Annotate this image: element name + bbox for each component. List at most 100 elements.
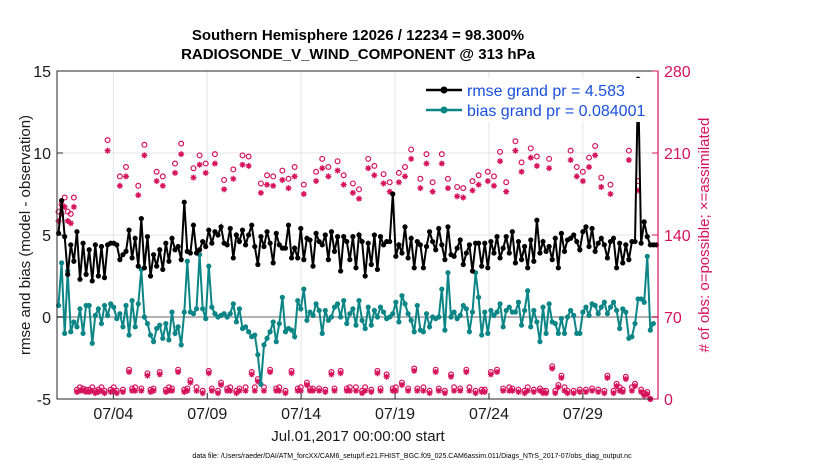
bias-point: [288, 327, 295, 333]
obs-possible-point: [279, 167, 286, 174]
rmse-point: [322, 232, 328, 238]
obs-assimilated-point: [420, 387, 427, 394]
bias-point: [546, 301, 552, 307]
obs-assimilated-point: [536, 387, 543, 394]
rmse-point: [430, 238, 436, 245]
rmse-point: [261, 243, 267, 250]
rmse-point: [561, 248, 568, 254]
rmse-point: [454, 245, 460, 251]
bias-point: [583, 304, 589, 310]
obs-possible-point: [67, 210, 74, 217]
bias-point: [426, 324, 433, 330]
obs-assimilated-point: [141, 152, 148, 159]
rmse-point: [433, 247, 439, 253]
obs-assimilated-point: [368, 388, 375, 395]
rmse-point: [331, 248, 338, 254]
bias-point: [132, 324, 138, 330]
bias-point: [515, 299, 522, 305]
obs-possible-point: [230, 166, 237, 173]
rmse-point: [528, 237, 534, 243]
rmse-point: [390, 191, 396, 197]
bias-point: [350, 306, 356, 312]
obs-assimilated-point: [334, 167, 341, 174]
obs-assimilated-point: [73, 388, 80, 395]
bias-point: [491, 312, 497, 318]
obs-assimilated-point: [463, 369, 470, 376]
bias-point: [282, 329, 289, 335]
bias-point: [120, 324, 126, 330]
obs-assimilated-point: [356, 195, 363, 202]
bias-point: [390, 311, 396, 317]
rmse-point: [252, 243, 258, 250]
obs-possible-point: [257, 180, 264, 187]
bias-point: [451, 309, 457, 315]
obs-possible-point: [423, 151, 430, 158]
obs-assimilated-point: [500, 387, 507, 394]
y-tick-label-left: 5: [42, 228, 51, 245]
obs-assimilated-point: [264, 181, 271, 188]
obs-possible-point: [349, 180, 356, 187]
bias-point: [160, 335, 166, 341]
obs-possible-point: [429, 179, 436, 186]
rmse-point: [144, 234, 151, 240]
y-tick-label-right: 70: [664, 310, 682, 327]
rmse-point: [518, 257, 525, 263]
bias-point: [586, 312, 592, 318]
rmse-point: [74, 229, 80, 235]
bias-point: [620, 306, 626, 312]
obs-assimilated-point: [322, 388, 329, 395]
bias-point: [292, 334, 298, 340]
obs-assimilated-point: [632, 383, 639, 390]
bias-point: [368, 322, 374, 328]
rmse-point: [101, 275, 108, 281]
obs-assimilated-point: [567, 157, 574, 164]
rmse-point: [328, 229, 335, 235]
obs-assimilated-point: [113, 390, 120, 397]
bias-point: [261, 342, 267, 348]
bias-point: [595, 311, 601, 317]
bias-point: [531, 307, 537, 314]
bias-point: [580, 309, 586, 315]
obs-assimilated-point: [98, 387, 105, 394]
rmse-point: [482, 240, 488, 246]
obs-assimilated-point: [365, 165, 372, 172]
bias-point: [295, 298, 301, 304]
rmse-point: [246, 232, 252, 238]
obs-assimilated-point: [254, 378, 261, 385]
bias-point: [246, 329, 252, 335]
obs-assimilated-point: [138, 387, 145, 394]
obs-assimilated-point: [503, 188, 510, 195]
obs-possible-point: [607, 181, 614, 188]
rmse-point: [405, 255, 411, 261]
obs-possible-point: [518, 159, 525, 166]
rmse-point: [282, 245, 289, 251]
obs-assimilated-point: [454, 193, 461, 200]
bias-point: [512, 309, 519, 315]
bias-point: [71, 319, 77, 325]
obs-possible-point: [408, 146, 415, 153]
obs-possible-point: [460, 185, 467, 192]
rmse-point: [552, 235, 558, 241]
rmse-point: [534, 217, 540, 223]
rmse-point: [212, 229, 218, 235]
rmse-point: [249, 222, 255, 228]
obs-assimilated-point: [374, 370, 381, 377]
bias-point: [617, 325, 623, 332]
obs-assimilated-point: [586, 164, 593, 171]
obs-assimilated-point: [423, 160, 430, 167]
bias-point: [647, 327, 653, 333]
bias-point: [175, 324, 181, 330]
chart-subtitle: RADIOSONDE_V_WIND_COMPONENT @ 313 hPa: [181, 46, 536, 63]
obs-assimilated-point: [184, 387, 191, 394]
obs-assimilated-point: [242, 387, 249, 394]
rmse-point: [626, 257, 632, 263]
rmse-point: [89, 278, 95, 284]
obs-assimilated-point: [509, 387, 516, 394]
obs-assimilated-point: [83, 388, 90, 395]
x-tick-label: 07/04: [93, 406, 133, 423]
bias-point: [362, 325, 368, 332]
bias-point: [163, 320, 169, 327]
rmse-point: [466, 242, 473, 248]
x-tick-label: 07/24: [469, 406, 509, 423]
bias-point: [98, 320, 105, 327]
